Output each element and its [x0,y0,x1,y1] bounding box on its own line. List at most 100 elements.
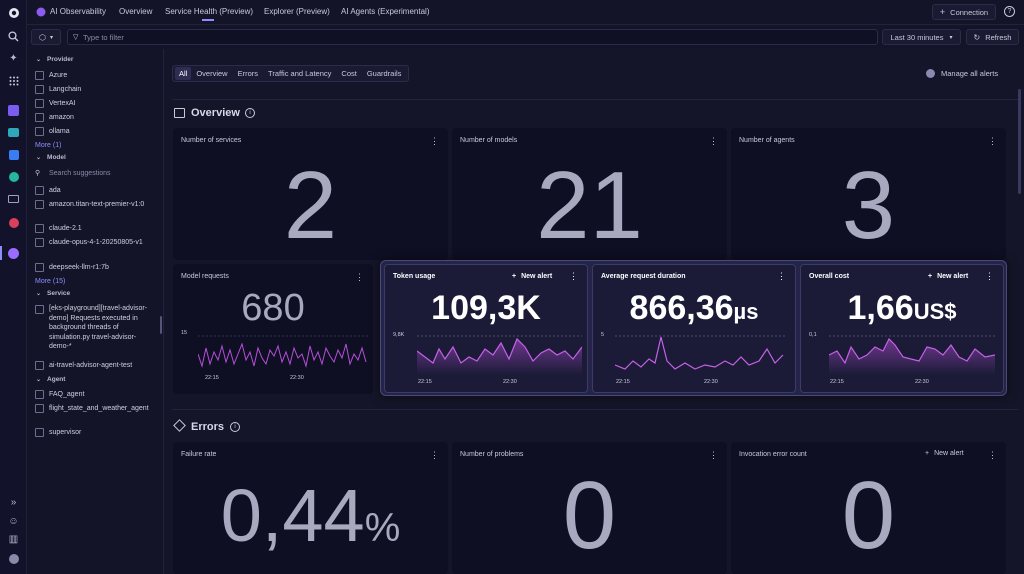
card-value: 2 [283,152,338,259]
checkbox-provider-ollama[interactable] [35,127,44,136]
more-options-icon[interactable]: ⋮ [988,136,997,146]
cube-app-icon[interactable] [7,104,20,117]
main-scrollbar[interactable] [1018,89,1021,194]
y-tick: 15 [181,330,188,336]
model-item-titan: amazon.titan-text-premier-v1:0 [49,201,145,208]
expand-rail-icon[interactable]: » [10,497,17,508]
new-alert-button[interactable]: + New alert [928,273,968,280]
notebook-app-icon[interactable] [7,148,20,161]
info-icon[interactable]: i [245,108,255,118]
tab-overview[interactable]: Overview [196,69,228,78]
apps-grid-icon[interactable] [7,74,20,87]
tab-guardrails[interactable]: Guardrails [366,69,402,78]
monitor-app-icon[interactable] [7,192,20,205]
checkbox-agent-faq[interactable] [35,390,44,399]
checkbox-provider-vertexai[interactable] [35,99,44,108]
filter-input[interactable]: ▽ Type to filter [67,29,878,45]
more-options-icon[interactable]: ⋮ [430,136,439,146]
nav-tab-overview[interactable]: Overview [119,7,153,16]
dynatrace-logo-icon[interactable] [7,6,20,19]
nav-tab-explorer[interactable]: Explorer (Preview) [264,7,330,16]
model-search-input[interactable]: Search suggestions [49,170,111,177]
checkbox-model-claude-2-1[interactable] [35,224,44,233]
card-value: 109,3K [385,289,587,328]
new-alert-label: New alert [521,273,553,280]
checkbox-model-claude-opus[interactable] [35,238,44,247]
card-title: Overall cost [809,273,850,280]
user-avatar-icon[interactable] [7,552,20,565]
sidebar-scrollbar[interactable] [160,316,162,334]
card-failure-rate: Failure rate ⋮ 0,44% [173,442,448,574]
errors-title: Errors [191,421,225,433]
filter-sidebar: ⌄ Provider Azure Langchain VertexAI amazo… [27,49,164,574]
manage-alerts-label: Manage all alerts [941,69,999,78]
checkbox-provider-langchain[interactable] [35,85,44,94]
card-services: Number of services ⋮ 2 [173,128,448,260]
model-more-link[interactable]: More (15) [35,278,66,285]
model-item-claude-opus: claude-opus-4-1-20250805-v1 [49,239,143,246]
checkbox-agent-flight[interactable] [35,404,44,413]
agent-section-header[interactable]: ⌄ Agent [36,376,65,383]
alert-app-icon[interactable] [7,216,20,229]
tab-cost[interactable]: Cost [341,69,357,78]
more-options-icon[interactable]: ⋮ [355,272,364,282]
more-options-icon[interactable]: ⋮ [985,271,994,281]
more-options-icon[interactable]: ⋮ [988,450,997,460]
checkbox-model-ada[interactable] [35,186,44,195]
nav-tab-service-health[interactable]: Service Health (Preview) [165,7,254,16]
checkbox-provider-amazon[interactable] [35,113,44,122]
checkbox-model-deepseek[interactable] [35,263,44,272]
highlight-panel: Token usage + New alert ⋮ 109,3K 9,8K 22:… [380,260,1007,396]
refresh-button[interactable]: ↻ Refresh [966,29,1019,45]
tab-all[interactable]: All [175,67,192,80]
card-problems: Number of problems ⋮ 0 [452,442,727,574]
provider-more-link[interactable]: More (1) [35,142,62,149]
manage-alerts-link[interactable]: Manage all alerts [926,69,998,78]
refresh-icon: ↻ [973,32,981,42]
more-options-icon[interactable]: ⋮ [430,450,439,460]
table-icon [174,108,185,118]
help-circle-icon[interactable]: ☺ [8,516,19,527]
checkbox-service-agent-test[interactable] [35,361,44,370]
checkbox-service-travel-advisor[interactable] [35,305,44,314]
connection-button[interactable]: + Connection [932,4,996,20]
time-range-button[interactable]: Last 30 minutes ▾ [882,29,961,45]
more-options-icon[interactable]: ⋮ [709,450,718,460]
checkbox-model-titan[interactable] [35,200,44,209]
checkbox-agent-supervisor[interactable] [35,428,44,437]
building-icon[interactable]: ▥ [8,534,19,545]
cost-sparkline [829,335,995,375]
dashboard-app-icon[interactable] [7,126,20,139]
new-alert-label: New alert [934,450,964,457]
ai-observability-app-icon[interactable] [7,247,20,260]
more-options-icon[interactable]: ⋮ [569,271,578,281]
new-alert-button[interactable]: + New alert [925,450,964,457]
search-icon[interactable] [7,30,20,43]
search-icon: ⚲ [35,170,41,177]
card-title: Model requests [181,273,229,280]
overview-title: Overview [191,107,240,119]
tab-errors[interactable]: Errors [237,69,259,78]
value-unit: US$ [913,299,957,324]
help-icon[interactable]: ? [1004,6,1015,17]
category-tabs: All Overview Errors Traffic and Latency … [172,65,410,82]
agent-item-flight: flight_state_and_weather_agent [49,405,149,412]
service-section-header[interactable]: ⌄ Service [36,290,70,297]
tab-traffic-latency[interactable]: Traffic and Latency [268,69,332,78]
x-tick: 22:30 [290,375,304,381]
new-alert-button[interactable]: + New alert [512,273,552,280]
more-options-icon[interactable]: ⋮ [709,136,718,146]
provider-section-header[interactable]: ⌄ Provider [36,56,73,63]
duration-sparkline [615,335,787,370]
more-options-icon[interactable]: ⋮ [777,271,786,281]
card-value: 0 [562,462,617,569]
info-icon[interactable]: i [230,422,240,432]
model-section-header[interactable]: ⌄ Model [36,154,66,161]
checkbox-provider-azure[interactable] [35,71,44,80]
segment-selector-button[interactable]: ⬡ ▾ [31,29,61,45]
hexagon-app-icon[interactable] [7,170,20,183]
nav-tab-ai-agents[interactable]: AI Agents (Experimental) [341,7,430,16]
x-tick: 22:15 [418,379,432,385]
sparkle-icon[interactable]: ✦ [9,53,18,64]
